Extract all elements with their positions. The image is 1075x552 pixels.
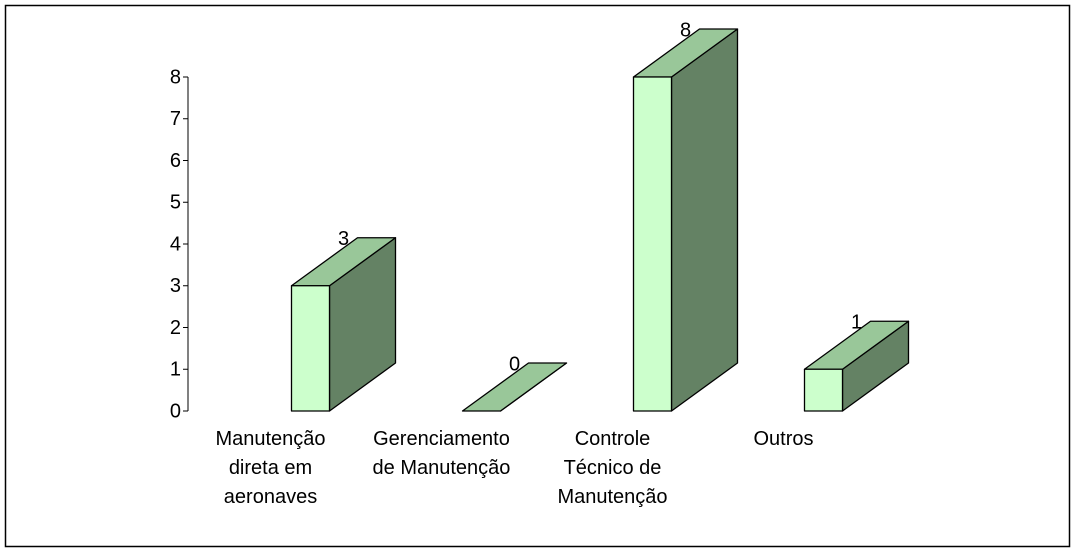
x-tick-label: Outros [753, 428, 814, 450]
y-tick-label: 6 [170, 150, 181, 172]
bar-top [461, 362, 568, 412]
y-tick-label: 5 [170, 192, 181, 214]
y-tick-label: 1 [170, 359, 181, 381]
y-tick-label: 3 [170, 275, 181, 297]
value-label: 8 [680, 19, 691, 41]
bar-side [670, 28, 739, 412]
y-tick-label: 4 [170, 233, 181, 255]
x-tick-label: Controle Técnico de Manutenção [557, 428, 668, 508]
value-label: 0 [509, 353, 520, 375]
value-label: 1 [851, 312, 862, 334]
y-tick-label: 2 [170, 317, 181, 339]
y-tick-label: 7 [170, 108, 181, 130]
x-tick-label: Manutenção direta em aeronaves [215, 428, 326, 508]
value-label: 3 [338, 228, 349, 250]
bar [632, 76, 673, 412]
y-tick-label: 0 [170, 400, 181, 422]
x-tick-label: Gerenciamento de Manutenção [372, 428, 511, 479]
y-tick-label: 8 [170, 66, 181, 88]
bar [290, 285, 331, 412]
bar [803, 368, 844, 412]
chart-border [4, 4, 1071, 548]
